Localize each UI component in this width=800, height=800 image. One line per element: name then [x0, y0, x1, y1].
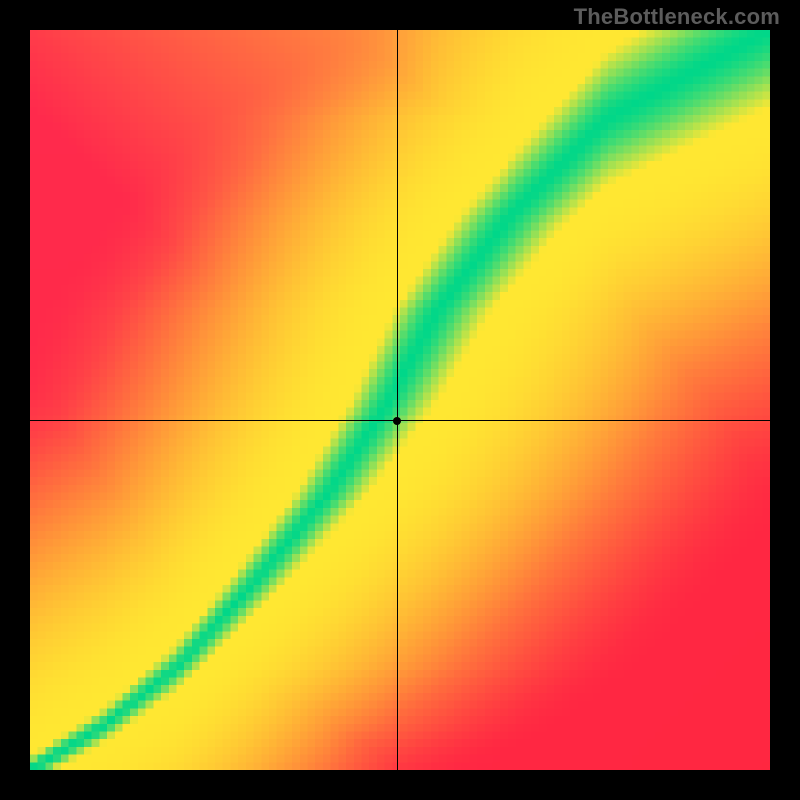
root-container: TheBottleneck.com: [0, 0, 800, 800]
crosshair-vertical: [397, 30, 398, 770]
watermark-text: TheBottleneck.com: [574, 4, 780, 30]
marker-dot: [393, 417, 401, 425]
bottleneck-heatmap: [30, 30, 770, 770]
